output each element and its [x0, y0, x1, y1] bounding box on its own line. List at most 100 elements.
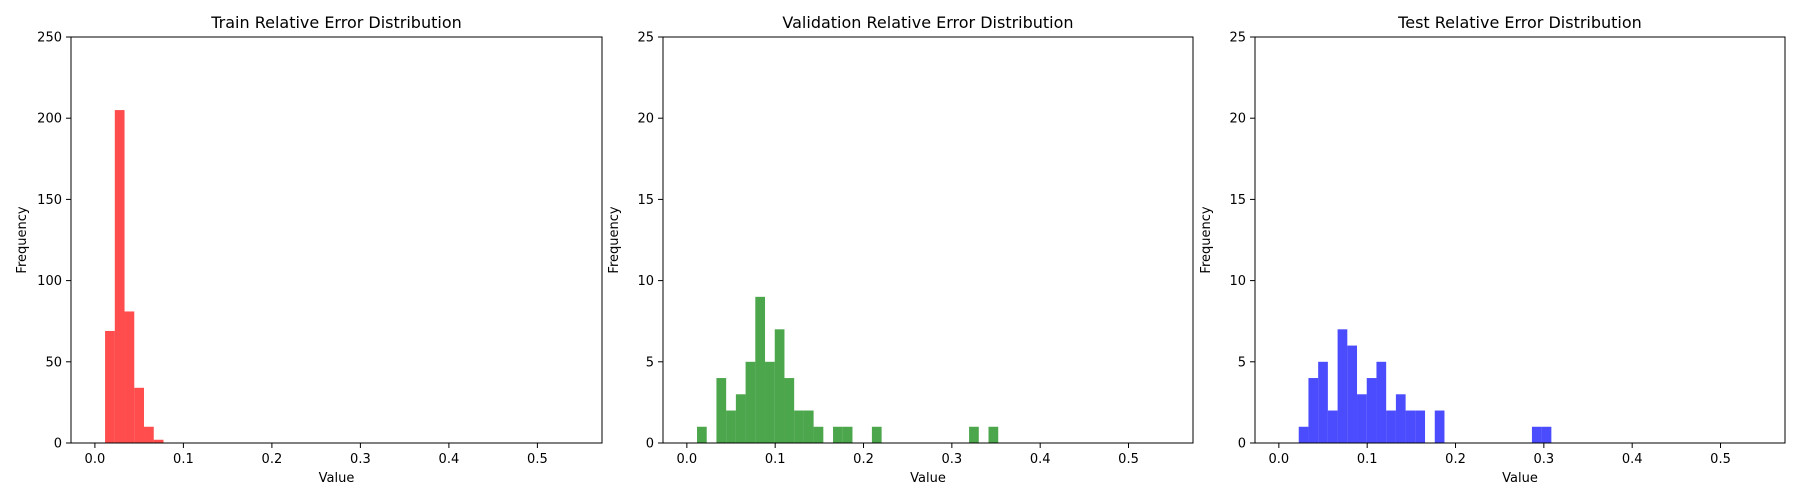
train-x-axis-label: Value — [319, 471, 355, 486]
test-y-tick-label: 15 — [1229, 193, 1246, 208]
train-y-tick-label: 0 — [54, 437, 62, 452]
validation-bar — [784, 378, 795, 443]
test-bar — [1357, 394, 1367, 443]
validation-x-tick-label: 0.3 — [942, 452, 963, 467]
validation-bar — [794, 410, 804, 443]
train-x-tick-label: 0.2 — [262, 452, 283, 467]
test-y-tick-label: 20 — [1229, 112, 1246, 127]
train-x-tick-label: 0.4 — [439, 452, 460, 467]
test-bar — [1298, 426, 1309, 443]
train-bar — [105, 330, 115, 443]
validation-y-tick-label: 15 — [637, 193, 654, 208]
test-x-tick-label: 0.1 — [1357, 452, 1378, 467]
test-axes-frame — [1254, 36, 1786, 444]
train-bars — [105, 110, 164, 443]
test-bar — [1347, 345, 1358, 443]
train-y-tick-label: 100 — [37, 274, 62, 289]
validation-bar — [813, 426, 824, 443]
test-bar — [1531, 426, 1542, 443]
subplot-test: 0.0 0.1 0.2 0.3 0.4 0.5 0 5 10 15 20 25 Test Relat… — [1199, 13, 1786, 486]
test-bar — [1541, 426, 1552, 443]
validation-bar — [774, 329, 785, 443]
test-bar — [1405, 410, 1416, 443]
train-y-tick-label: 250 — [37, 31, 62, 46]
train-bar — [124, 311, 135, 443]
test-bar — [1386, 410, 1396, 443]
test-bar — [1376, 361, 1387, 443]
test-bar — [1327, 410, 1338, 443]
train-bar — [153, 439, 164, 443]
validation-bar — [988, 426, 999, 443]
validation-x-tick-label: 0.1 — [765, 452, 786, 467]
validation-bar — [803, 410, 814, 443]
train-x-tick-label: 0.3 — [350, 452, 371, 467]
train-x-tick-label: 0.1 — [173, 452, 194, 467]
validation-y-tick-label: 5 — [646, 355, 654, 370]
validation-y-tick-label: 0 — [646, 437, 654, 452]
test-bar — [1318, 361, 1328, 443]
train-x-tick-label: 0.5 — [527, 452, 548, 467]
validation-x-tick-label: 0.2 — [853, 452, 874, 467]
validation-axes-frame — [662, 36, 1194, 444]
validation-bar — [755, 296, 766, 443]
test-x-tick-label: 0.3 — [1534, 452, 1555, 467]
test-bar — [1434, 410, 1445, 443]
test-y-ticks: 0 5 10 15 20 25 — [1229, 31, 1255, 452]
validation-bar — [745, 361, 756, 443]
test-y-tick-label: 10 — [1229, 274, 1246, 289]
train-axes-frame — [70, 36, 603, 444]
test-y-tick-label: 25 — [1229, 31, 1246, 46]
test-x-ticks: 0.0 0.1 0.2 0.3 0.4 0.5 — [1269, 443, 1731, 467]
validation-y-tick-label: 10 — [637, 274, 654, 289]
train-bar — [114, 110, 125, 443]
test-bar — [1337, 329, 1348, 443]
train-y-tick-label: 150 — [37, 193, 62, 208]
test-x-tick-label: 0.4 — [1622, 452, 1643, 467]
test-chart-title: Test Relative Error Distribution — [1397, 13, 1642, 32]
validation-bar — [969, 426, 979, 443]
validation-bar — [765, 361, 775, 443]
validation-y-ticks: 0 5 10 15 20 25 — [637, 31, 663, 452]
test-y-tick-label: 5 — [1238, 355, 1246, 370]
train-chart-title: Train Relative Error Distribution — [210, 13, 462, 32]
validation-chart-title: Validation Relative Error Distribution — [782, 13, 1073, 32]
test-x-tick-label: 0.0 — [1269, 452, 1290, 467]
test-bars — [1298, 329, 1552, 443]
test-bar — [1308, 378, 1319, 443]
test-x-tick-label: 0.5 — [1710, 452, 1731, 467]
test-bar — [1366, 378, 1377, 443]
test-y-tick-label: 0 — [1238, 437, 1246, 452]
train-y-tick-label: 200 — [37, 112, 62, 127]
train-bar — [144, 426, 154, 443]
validation-x-ticks: 0.0 0.1 0.2 0.3 0.4 0.5 — [677, 443, 1139, 467]
validation-bar — [726, 410, 736, 443]
train-bar — [134, 387, 145, 443]
validation-bar — [716, 378, 727, 443]
validation-x-axis-label: Value — [910, 471, 946, 486]
validation-x-tick-label: 0.0 — [677, 452, 698, 467]
train-y-axis-label: Frequency — [15, 206, 30, 273]
train-y-tick-label: 50 — [45, 355, 62, 370]
validation-bar — [697, 426, 707, 443]
subplot-train: 0.0 0.1 0.2 0.3 0.4 0.5 0 50 100 150 200 250 Train… — [15, 13, 603, 486]
validation-bar — [735, 394, 746, 443]
test-y-axis-label: Frequency — [1199, 206, 1214, 273]
validation-x-tick-label: 0.4 — [1030, 452, 1051, 467]
validation-y-axis-label: Frequency — [607, 206, 622, 273]
train-x-tick-label: 0.0 — [85, 452, 106, 467]
test-bar — [1415, 410, 1426, 443]
train-y-ticks: 0 50 100 150 200 250 — [37, 31, 71, 452]
validation-bar — [833, 426, 843, 443]
subplot-validation: 0.0 0.1 0.2 0.3 0.4 0.5 0 5 10 15 20 25 Validation… — [607, 13, 1194, 486]
validation-bar — [871, 426, 882, 443]
train-x-ticks: 0.0 0.1 0.2 0.3 0.4 0.5 — [85, 443, 548, 467]
validation-x-tick-label: 0.5 — [1118, 452, 1139, 467]
test-x-tick-label: 0.2 — [1445, 452, 1466, 467]
validation-bar — [842, 426, 853, 443]
test-bar — [1395, 394, 1406, 443]
validation-y-tick-label: 20 — [637, 112, 654, 127]
validation-bars — [697, 296, 999, 443]
test-x-axis-label: Value — [1502, 471, 1538, 486]
